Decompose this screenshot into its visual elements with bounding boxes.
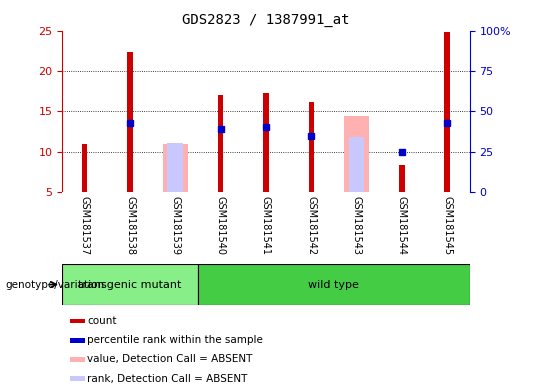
Bar	[444, 32, 450, 192]
Bar	[82, 144, 87, 192]
Bar	[399, 165, 404, 192]
Bar	[70, 319, 85, 323]
Bar	[167, 143, 183, 192]
Text: count: count	[87, 316, 117, 326]
Text: rank, Detection Call = ABSENT: rank, Detection Call = ABSENT	[87, 374, 248, 384]
Text: transgenic mutant: transgenic mutant	[78, 280, 182, 290]
Title: GDS2823 / 1387991_at: GDS2823 / 1387991_at	[182, 13, 350, 27]
Bar	[349, 137, 365, 192]
Bar	[70, 357, 85, 362]
Text: GSM181540: GSM181540	[215, 195, 226, 255]
Text: GSM181543: GSM181543	[352, 195, 362, 255]
Text: value, Detection Call = ABSENT: value, Detection Call = ABSENT	[87, 354, 253, 364]
Text: GSM181545: GSM181545	[442, 195, 452, 255]
Bar	[70, 338, 85, 343]
Bar	[198, 264, 470, 305]
Text: GSM181542: GSM181542	[306, 195, 316, 255]
Bar	[70, 376, 85, 381]
Text: GSM181538: GSM181538	[125, 195, 135, 255]
Text: wild type: wild type	[308, 280, 359, 290]
Text: genotype/variation: genotype/variation	[5, 280, 105, 290]
Bar	[218, 95, 224, 192]
Text: percentile rank within the sample: percentile rank within the sample	[87, 335, 264, 345]
Bar	[344, 116, 369, 192]
Text: GSM181541: GSM181541	[261, 195, 271, 255]
Bar	[308, 102, 314, 192]
Text: GSM181537: GSM181537	[80, 195, 90, 255]
Bar	[127, 52, 133, 192]
Text: GSM181544: GSM181544	[397, 195, 407, 255]
Bar	[62, 264, 198, 305]
Bar	[163, 144, 188, 192]
Bar	[263, 93, 269, 192]
Text: GSM181539: GSM181539	[170, 195, 180, 255]
